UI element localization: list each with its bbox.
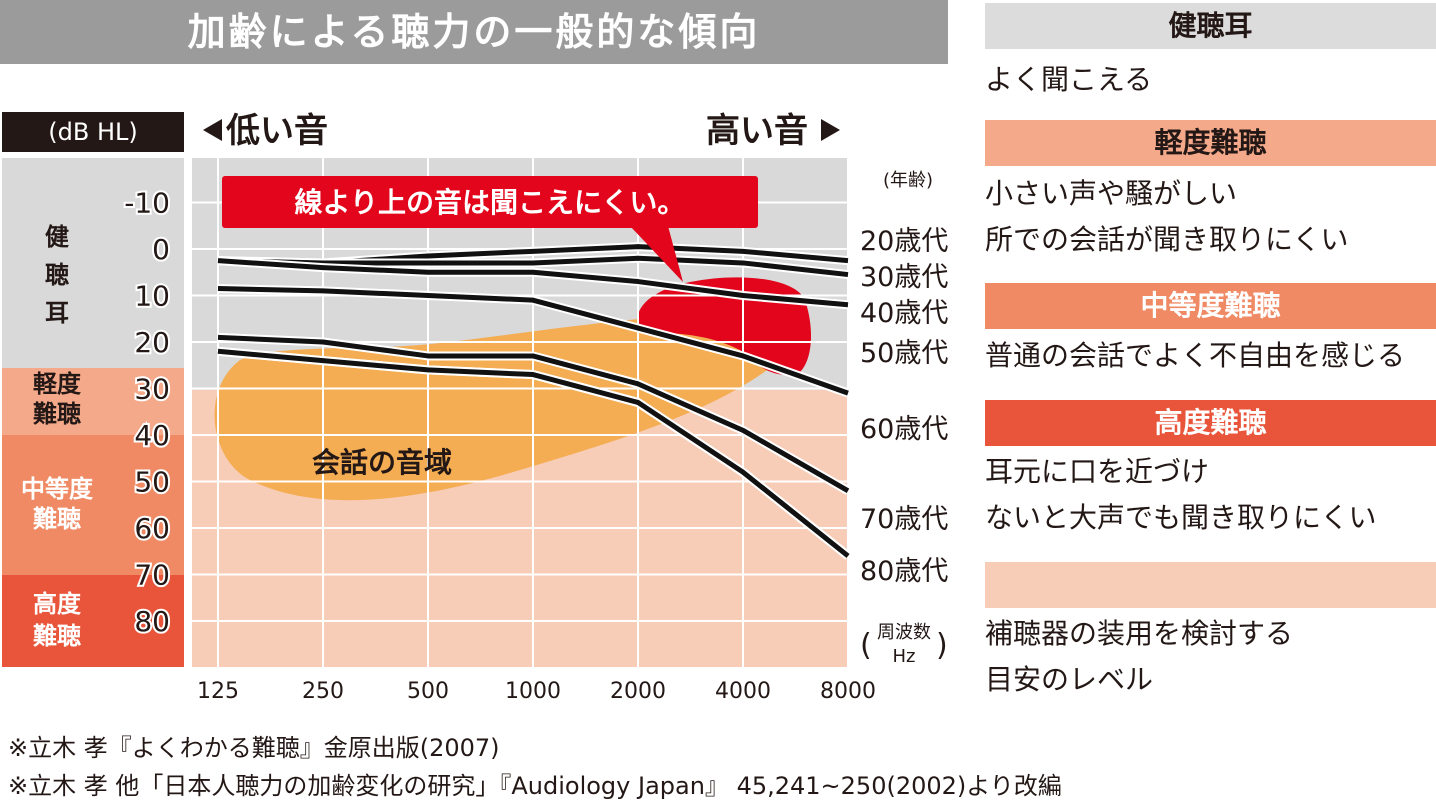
legend-header [985, 562, 1436, 608]
band-label: 難聴 [33, 505, 81, 533]
series-line-50s [217, 286, 849, 396]
legend-header: 高度難聴 [985, 400, 1436, 446]
series-label: 50歳代 [860, 338, 948, 369]
title-bar [0, 0, 948, 64]
low-sound-label: 低い音 [226, 111, 328, 151]
callout-text: 線より上の音は聞こえにくい。 [295, 186, 686, 219]
series-lines [217, 242, 851, 560]
y-tick-label: 30 [134, 373, 170, 406]
callout-pointer [630, 226, 683, 282]
legend-header: 中等度難聴 [985, 283, 1436, 329]
x-tick-label: 8000 [820, 679, 876, 704]
legend-header: 健聴耳 [985, 3, 1436, 49]
x-tick-labels: 125 250 500 1000 2000 4000 8000 [197, 679, 876, 704]
band-label: 難聴 [33, 622, 81, 650]
legend-description: 補聴器の装用を検討する [985, 617, 1294, 650]
y-tick-label: 20 [134, 326, 170, 359]
y-tick-label: 10 [134, 280, 170, 313]
legend-description: よく聞こえる [985, 63, 1153, 96]
unit-label: (dB HL) [48, 118, 137, 146]
band-label: 中等度 [21, 475, 94, 503]
series-line-30s [217, 255, 849, 278]
age-header: (年齢) [883, 170, 933, 191]
y-tick-label: -10 [124, 187, 170, 220]
legend-description: 耳元に口を近づけ [985, 455, 1210, 488]
series-label: 60歳代 [860, 414, 948, 445]
freq-label-unit: Hz [893, 646, 916, 667]
band-label: 難聴 [33, 400, 81, 428]
legend-header: 軽度難聴 [985, 120, 1436, 166]
source-1: ※立木 孝『よくわかる難聴』金原出版(2007) [8, 734, 500, 762]
series-labels: 20歳代 30歳代 40歳代 50歳代 60歳代 70歳代 80歳代 [860, 226, 948, 587]
y-tick-labels: -10 0 10 20 30 40 50 60 70 80 [122, 185, 172, 641]
source-2: ※立木 孝 他「日本人聴力の加齢変化の研究」『Audiology Japan』 … [8, 772, 1062, 800]
right-arrow-icon [821, 119, 840, 141]
y-tick-label: 0 [152, 233, 170, 266]
band-axis-bg [2, 575, 184, 667]
y-tick-label: 40 [134, 419, 170, 452]
freq-paren-open: ( [860, 628, 872, 663]
speech-range-label: 会話の音域 [312, 446, 452, 479]
band-axis-bg [2, 435, 184, 575]
band-label: 高度 [33, 590, 82, 618]
y-tick-label: 70 [134, 559, 170, 592]
band-label: 聴 [45, 261, 69, 289]
band-label: 軽度 [33, 370, 82, 398]
chart-title: 加齢による聴力の一般的な傾向 [187, 10, 761, 54]
audiogram-chart: -10 0 10 20 30 40 50 60 70 80 125 250 500 1000 2000 40… [2, 111, 948, 704]
x-tick-label: 250 [302, 679, 344, 704]
x-tick-label: 1000 [505, 679, 561, 704]
legend-description: 所での会話が聞き取りにくい [985, 223, 1349, 256]
x-tick-label: 500 [407, 679, 449, 704]
freq-paren-close: ) [936, 628, 948, 663]
x-tick-label: 125 [197, 679, 239, 704]
x-tick-label: 2000 [610, 679, 666, 704]
y-axis-band-column [2, 158, 184, 667]
unit-label-box [2, 112, 184, 152]
freq-label-top: 周波数 [877, 622, 931, 643]
callout-box [222, 176, 758, 228]
series-label: 20歳代 [860, 226, 948, 257]
band-axis-bg [2, 158, 184, 368]
y-tick-label: 80 [134, 605, 170, 638]
x-tick-label: 4000 [715, 679, 771, 704]
legend-description: 普通の会話でよく不自由を感じる [985, 339, 1406, 372]
left-arrow-icon [203, 119, 222, 141]
series-label: 70歳代 [860, 504, 948, 535]
series-line-80s [217, 348, 850, 558]
series-label: 80歳代 [860, 556, 948, 587]
y-tick-label: 50 [134, 466, 170, 499]
legend-description: 目安のレベル [985, 663, 1154, 696]
series-label: 40歳代 [860, 298, 948, 329]
series-label: 30歳代 [860, 262, 948, 293]
band-label: 健 [45, 223, 69, 251]
legend-description: ないと大声でも聞き取りにくい [985, 501, 1377, 534]
series-line-60s [217, 334, 850, 493]
high-sound-label: 高い音 [706, 111, 808, 151]
band-axis-bg [2, 368, 184, 435]
y-tick-label: 60 [134, 512, 170, 545]
legend-description: 小さい声や騒がしい [985, 177, 1238, 210]
series-line-40s [217, 258, 849, 308]
band-label: 耳 [45, 299, 69, 327]
